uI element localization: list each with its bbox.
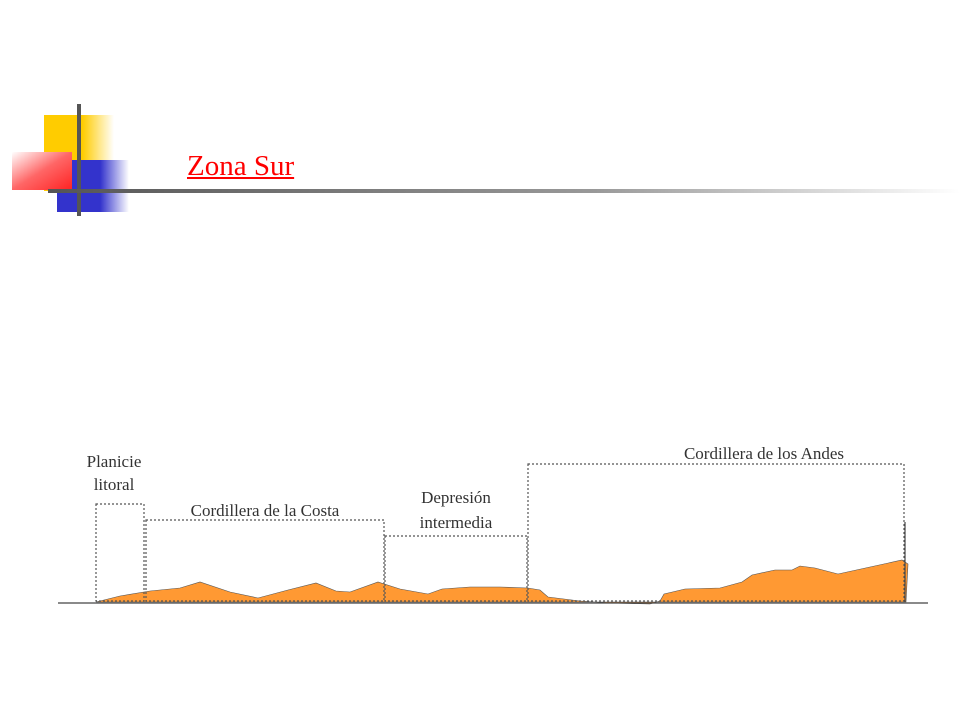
label-planicie-line2: litoral [94,475,135,494]
slide-title[interactable]: Zona Sur [187,150,295,182]
cordillera-andes-box [527,463,905,602]
label-cordillera-costa: Cordillera de la Costa [191,501,340,520]
label-depresion-line2: intermedia [420,513,493,532]
depresion-intermedia-box [384,535,528,602]
deco-vertical-bar [77,104,81,216]
label-cordillera-andes: Cordillera de los Andes [684,444,844,463]
label-depresion-line1: Depresión [421,488,491,507]
terrain-profile [95,559,909,605]
deco-red-square [12,152,72,190]
label-planicie-line1: Planicie [87,452,142,471]
planicie-litoral-box [95,503,145,602]
cordillera-costa-box [145,519,385,602]
header-rule [48,189,960,193]
slide-decoration [12,104,960,216]
